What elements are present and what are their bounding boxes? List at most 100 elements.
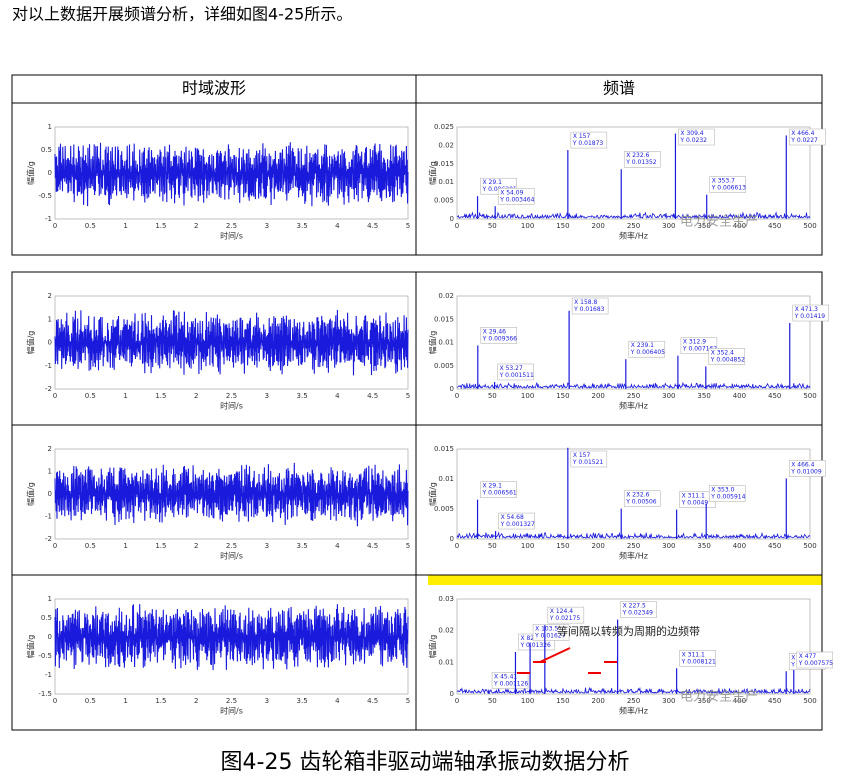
data-tip (480, 481, 517, 498)
y-tick-label: 0.005 (434, 362, 454, 370)
watermark: 电力安全生产 (680, 214, 758, 230)
y-tick-label: 0 (450, 690, 454, 698)
x-tick-label: 4.5 (367, 222, 378, 230)
data-tip (679, 650, 716, 667)
x-tick-label: 1 (123, 697, 127, 705)
table-borders (11, 74, 823, 731)
y-tick-label: -2 (45, 385, 52, 393)
data-tip (532, 624, 570, 641)
intro-text: 对以上数据开展频谱分析，详细如图4-25所示。 (12, 5, 352, 24)
annotation-arrow (539, 647, 571, 663)
data-tip-x: X 239.1 (631, 342, 654, 349)
data-tip-y: Y 0.01683 (573, 306, 605, 313)
y-axis-label: 幅值/g (428, 161, 438, 185)
y-tick-label: 0.01 (438, 475, 454, 483)
x-tick-label: 300 (662, 697, 675, 705)
data-tip-y: Y 0.0232 (679, 137, 707, 144)
x-axis-label: 时间/s (220, 551, 243, 561)
data-tip-x: X 466.4 (791, 130, 814, 137)
y-tick-label: 0 (450, 385, 454, 393)
x-tick-label: 1.5 (155, 542, 166, 550)
x-tick-label: 200 (592, 542, 605, 550)
y-tick-label: 1 (48, 315, 52, 323)
data-tip (480, 327, 518, 344)
x-tick-label: 400 (733, 697, 746, 705)
x-tick-label: 350 (697, 697, 710, 705)
x-tick-label: 250 (627, 542, 640, 550)
x-axis-label: 频率/Hz (619, 706, 648, 716)
waveform-trace (54, 462, 409, 527)
x-tick-label: 2 (194, 222, 198, 230)
data-tip-y: Y 0.007162 (682, 346, 717, 353)
x-tick-label: 250 (627, 392, 640, 400)
x-tick-label: 3 (265, 392, 269, 400)
x-tick-label: 2 (194, 697, 198, 705)
data-tip-x: X 157 (573, 452, 591, 459)
x-tick-label: 150 (556, 392, 569, 400)
data-tip-x: X 309.4 (680, 130, 703, 137)
waveform-trace (54, 604, 409, 671)
x-tick-label: 200 (592, 222, 605, 230)
x-tick-label: 3.5 (297, 697, 308, 705)
x-axis-label: 频率/Hz (619, 401, 648, 411)
x-tick-label: 300 (662, 542, 675, 550)
x-tick-label: 250 (627, 697, 640, 705)
y-tick-label: 0.005 (434, 505, 454, 513)
y-tick-label: 1 (48, 123, 52, 131)
x-tick-label: 100 (521, 392, 534, 400)
x-axis-label: 时间/s (220, 231, 243, 241)
data-tip-x: X 29.1 (483, 483, 503, 490)
y-tick-label: 0.01 (438, 339, 454, 347)
data-tip-x: X 103.5 (535, 625, 558, 632)
x-tick-label: 3 (265, 542, 269, 550)
x-tick-label: 1 (123, 222, 127, 230)
highlight-bar (428, 575, 822, 585)
data-tip-y: Y 0.006561 (482, 490, 517, 497)
data-tip (623, 150, 661, 168)
y-tick-label: -0.5 (38, 192, 52, 200)
x-tick-label: 50 (488, 222, 497, 230)
y-axis-label: 幅值/g (26, 331, 36, 355)
x-tick-label: 450 (768, 392, 781, 400)
y-tick-label: 0 (450, 215, 454, 223)
data-tip-y: Y 0.00506 (625, 499, 657, 506)
x-tick-label: 4.5 (367, 392, 378, 400)
x-tick-label: 200 (592, 697, 605, 705)
data-tip-x: X 232.6 (626, 492, 649, 499)
x-tick-label: 4 (335, 697, 340, 705)
x-tick-label: 50 (488, 697, 497, 705)
data-tip-y: Y 0.01326 (519, 642, 551, 649)
data-tip (789, 128, 826, 146)
x-tick-label: 0 (455, 542, 459, 550)
x-tick-label: 5 (406, 222, 410, 230)
x-tick-label: 300 (662, 392, 675, 400)
annotation: 等间隔以转频为周期的边频带 (557, 624, 700, 638)
y-tick-label: -0.5 (38, 652, 52, 660)
x-tick-label: 0 (455, 222, 459, 230)
data-tip (623, 490, 661, 507)
header-cell: 频谱 (603, 79, 635, 98)
data-tip-y: Y 0.004852 (710, 356, 745, 363)
x-tick-label: 500 (803, 222, 816, 230)
x-tick-label: 500 (803, 697, 816, 705)
data-tip-x: X 471.3 (795, 306, 818, 313)
x-tick-label: 1 (123, 392, 127, 400)
x-tick-label: 3.5 (297, 222, 308, 230)
y-tick-label: -2 (45, 535, 52, 543)
x-tick-label: 1.5 (155, 697, 166, 705)
data-tip-x: X 54.68 (501, 514, 524, 521)
x-tick-label: 150 (556, 542, 569, 550)
y-axis-label: 幅值/g (428, 482, 438, 506)
x-tick-label: 4 (335, 392, 340, 400)
x-tick-label: 250 (627, 222, 640, 230)
data-tip-y: Y 0.001327 (500, 521, 535, 528)
data-tip-x: X 124.4 (550, 608, 573, 615)
data-tip-y: Y 0.0227 (790, 137, 818, 144)
data-tip (709, 176, 746, 193)
data-tip-y: Y 0.01873 (572, 140, 604, 147)
data-tip (789, 460, 826, 477)
data-tip (708, 485, 746, 502)
x-tick-label: 200 (592, 392, 605, 400)
x-tick-label: 350 (697, 542, 710, 550)
